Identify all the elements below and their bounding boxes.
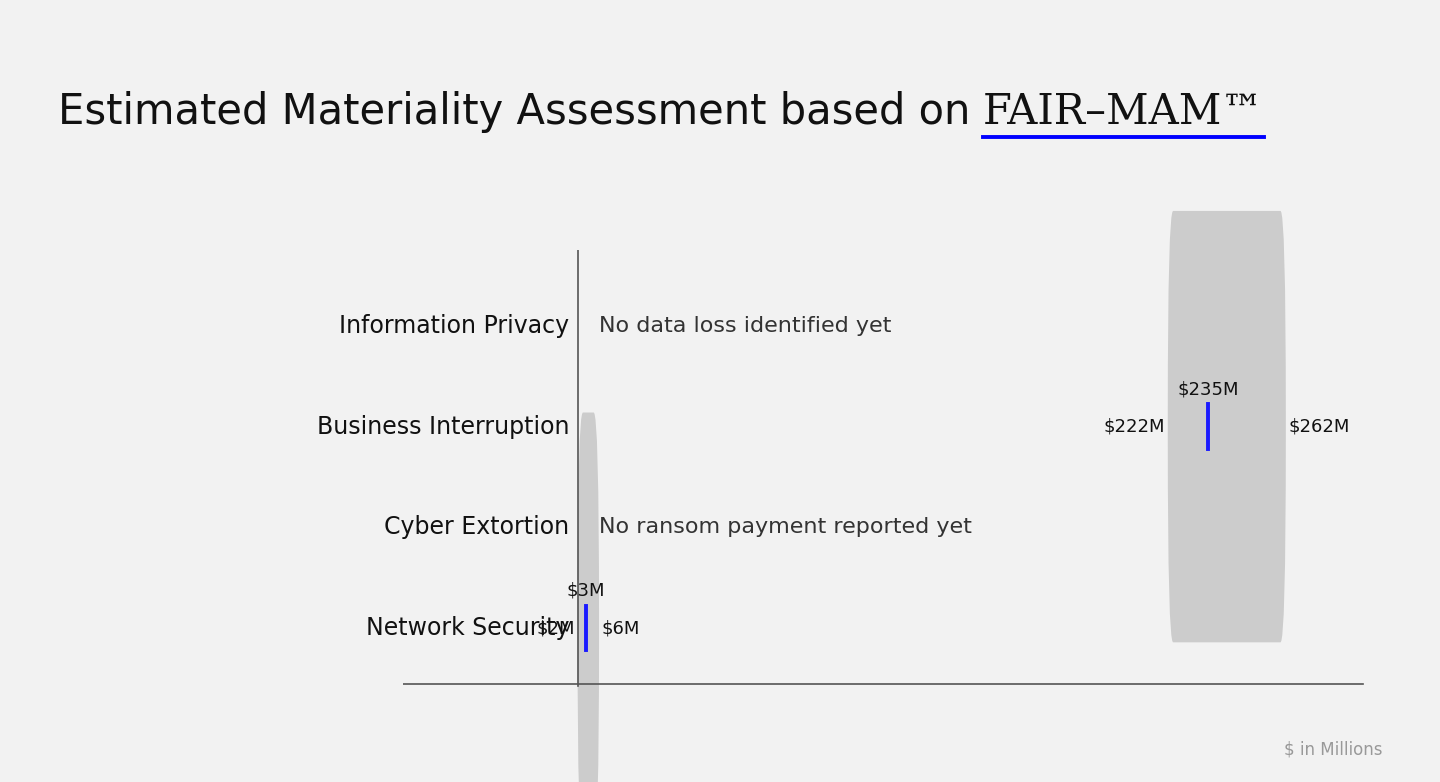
Text: $222M: $222M	[1103, 418, 1165, 436]
Text: Network Security: Network Security	[366, 616, 570, 640]
Text: $262M: $262M	[1289, 418, 1349, 436]
Text: $3M: $3M	[566, 582, 605, 600]
Text: Business Interruption: Business Interruption	[317, 414, 570, 439]
Text: FAIR–MAM™: FAIR–MAM™	[984, 91, 1264, 133]
Text: No data loss identified yet: No data loss identified yet	[599, 316, 891, 335]
Text: $6M: $6M	[602, 619, 641, 637]
FancyBboxPatch shape	[1168, 211, 1286, 642]
Text: Cyber Extortion: Cyber Extortion	[384, 515, 570, 540]
Text: Information Privacy: Information Privacy	[340, 314, 570, 338]
Text: No ransom payment reported yet: No ransom payment reported yet	[599, 518, 972, 537]
Text: $ in Millions: $ in Millions	[1284, 741, 1382, 759]
Text: $235M: $235M	[1178, 380, 1238, 398]
Text: Estimated Materiality Assessment based on: Estimated Materiality Assessment based o…	[58, 91, 984, 133]
Text: $2M: $2M	[536, 619, 575, 637]
FancyBboxPatch shape	[577, 413, 599, 782]
